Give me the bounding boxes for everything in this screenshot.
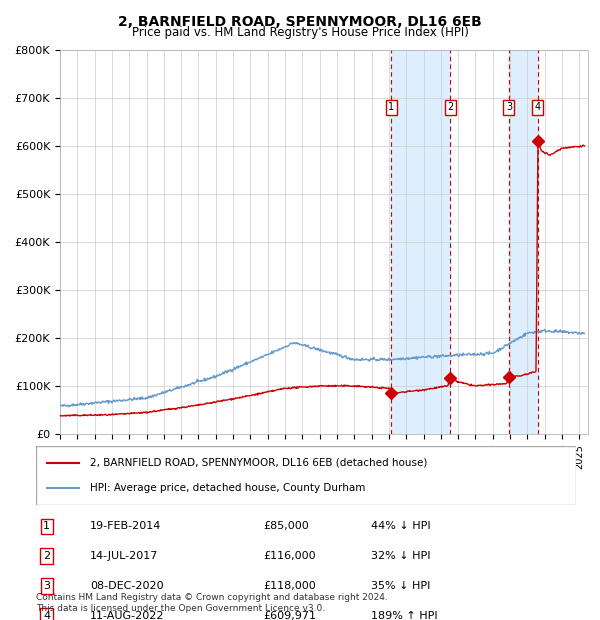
- Text: 11-AUG-2022: 11-AUG-2022: [90, 611, 164, 620]
- Text: 08-DEC-2020: 08-DEC-2020: [90, 581, 164, 591]
- Bar: [509, 50, 538, 434]
- Text: 2, BARNFIELD ROAD, SPENNYMOOR, DL16 6EB (detached house): 2, BARNFIELD ROAD, SPENNYMOOR, DL16 6EB …: [90, 458, 427, 468]
- Text: 19-FEB-2014: 19-FEB-2014: [90, 521, 161, 531]
- Text: 3: 3: [506, 102, 512, 112]
- Text: £609,971: £609,971: [263, 611, 316, 620]
- Text: 2, BARNFIELD ROAD, SPENNYMOOR, DL16 6EB: 2, BARNFIELD ROAD, SPENNYMOOR, DL16 6EB: [118, 16, 482, 30]
- Bar: [391, 50, 450, 434]
- Text: 1: 1: [43, 521, 50, 531]
- Text: Price paid vs. HM Land Registry's House Price Index (HPI): Price paid vs. HM Land Registry's House …: [131, 26, 469, 39]
- Text: 4: 4: [43, 611, 50, 620]
- Text: £85,000: £85,000: [263, 521, 308, 531]
- Text: 14-JUL-2017: 14-JUL-2017: [90, 551, 158, 561]
- Text: £116,000: £116,000: [263, 551, 316, 561]
- Text: 1: 1: [388, 102, 394, 112]
- Text: 2: 2: [43, 551, 50, 561]
- Text: 32% ↓ HPI: 32% ↓ HPI: [371, 551, 430, 561]
- FancyBboxPatch shape: [36, 446, 576, 505]
- Text: 2: 2: [447, 102, 454, 112]
- Text: HPI: Average price, detached house, County Durham: HPI: Average price, detached house, Coun…: [90, 482, 365, 493]
- Text: 35% ↓ HPI: 35% ↓ HPI: [371, 581, 430, 591]
- Text: 189% ↑ HPI: 189% ↑ HPI: [371, 611, 437, 620]
- Text: £118,000: £118,000: [263, 581, 316, 591]
- Text: Contains HM Land Registry data © Crown copyright and database right 2024.
This d: Contains HM Land Registry data © Crown c…: [36, 593, 388, 613]
- Text: 3: 3: [43, 581, 50, 591]
- Text: 4: 4: [535, 102, 541, 112]
- Text: 44% ↓ HPI: 44% ↓ HPI: [371, 521, 430, 531]
